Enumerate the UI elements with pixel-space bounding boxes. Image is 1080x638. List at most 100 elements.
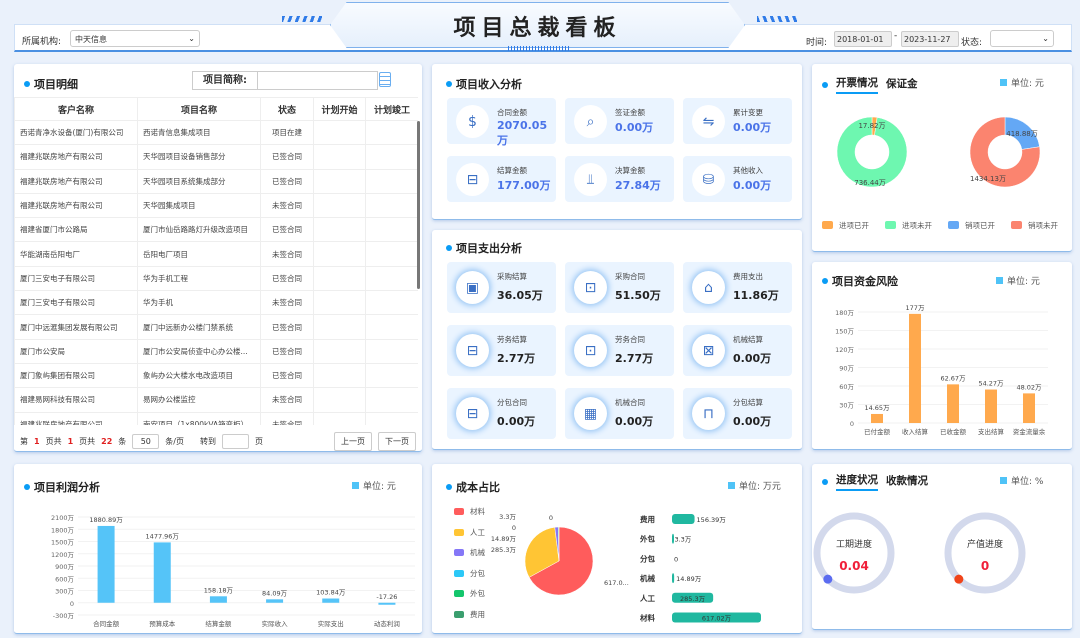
legend-item[interactable]: 机械	[454, 547, 485, 558]
status-select[interactable]: ⌄	[990, 30, 1054, 47]
stat-card[interactable]: ▣ 采购结算 36.05万	[447, 262, 556, 313]
unit-label: 单位: 万元	[728, 479, 781, 492]
table-row[interactable]: 福建兆联房地产有限公司 南安项目（1x800kVA箱变柜） 未签合同	[14, 411, 418, 425]
table-row[interactable]: 厦门象屿集团有限公司 象屿办公大楼水电改造项目 已签合同	[14, 362, 418, 389]
table-row[interactable]: 福建省厦门市公路局 厦门市仙岳路路灯升级改造项目 已签合同	[14, 217, 418, 243]
legend-swatch	[454, 549, 464, 556]
table-row[interactable]: 福建兆联房地产有限公司 天华园项目系统集成部分 已签合同	[14, 168, 418, 194]
page-size-input[interactable]: 50	[132, 434, 160, 449]
table-row[interactable]: 厦门三安电子有限公司 华为手机 未签合同	[14, 290, 418, 316]
stat-card[interactable]: ⊠ 机械结算 0.00万	[683, 325, 792, 376]
legend-swatch	[454, 528, 464, 536]
legend-label: 进项未开	[902, 220, 932, 230]
stat-card[interactable]: ⫫ 决算金额 27.84万	[565, 156, 674, 202]
y-tick-label: 2100万	[51, 514, 75, 522]
table-row[interactable]: 福建兆联房地产有限公司 天华园集成项目 未签合同	[14, 192, 418, 219]
legend-item[interactable]: 费用	[454, 609, 485, 620]
stat-card[interactable]: ⊟ 结算金额 177.00万	[447, 156, 556, 202]
legend-label: 外包	[470, 589, 485, 598]
legend-swatch	[822, 221, 833, 229]
change-icon: ⇋	[692, 105, 725, 138]
legend-swatch	[885, 221, 896, 229]
stat-card[interactable]: ⊟ 劳务结算 2.77万	[447, 325, 556, 376]
total-count: 22	[101, 437, 113, 446]
stat-label: 机械合同	[615, 398, 645, 407]
y-tick-label: 600万	[55, 575, 74, 583]
status-cell: 未签合同	[260, 241, 314, 267]
pie-data-label: 14.89万	[491, 535, 517, 543]
gauge-label: 工期进度	[836, 538, 872, 550]
goto-page-input[interactable]	[222, 434, 249, 449]
chart-icon: ⫫	[574, 163, 607, 196]
bar-费用	[672, 514, 695, 524]
stat-label: 结算金额	[497, 166, 527, 175]
y-tick-label: 0	[850, 420, 854, 428]
stat-card[interactable]: ⊡ 劳务合同 2.77万	[565, 325, 674, 376]
stat-value: 0.00万	[733, 415, 772, 428]
bar-外包	[672, 533, 674, 544]
table-scrollbar[interactable]	[417, 121, 420, 289]
stat-card[interactable]: ⊓ 分包结算 0.00万	[683, 388, 792, 439]
table-row[interactable]: 福建兆联房地产有限公司 天华园项目设备销售部分 已签合同	[14, 144, 418, 170]
tab-progress[interactable]: 进度状况	[836, 472, 878, 491]
stat-card[interactable]: ▦ 机械合同 0.00万	[565, 388, 674, 439]
panel-title-text: 项目收入分析	[456, 78, 522, 91]
stat-card[interactable]: ⊟ 分包合同 0.00万	[447, 388, 556, 439]
legend-item[interactable]: 外包	[454, 588, 485, 599]
tab-deposit[interactable]: 保证金	[886, 78, 918, 90]
data-label: -17.26	[376, 593, 397, 601]
bar-实际支出	[322, 598, 340, 603]
plan-start-cell	[313, 314, 366, 340]
plan-end-cell	[365, 144, 418, 170]
org-label: 所属机构:	[22, 37, 62, 47]
plan-end-cell	[365, 168, 418, 194]
list-icon[interactable]	[379, 72, 391, 87]
customer-cell: 厦门中远滙集团发展有限公司	[14, 314, 138, 340]
pager-text: 第	[20, 437, 28, 446]
tab-invoice[interactable]: 开票情况	[836, 75, 878, 94]
stat-value: 11.86万	[733, 289, 779, 302]
table-row[interactable]: 厦门中远滙集团发展有限公司 厦门中远新办公楼门禁系统 已签合同	[14, 314, 418, 340]
table-row[interactable]: 福建易网科技有限公司 易网办公楼监控 未签合同	[14, 387, 418, 413]
pie-slice-进项未开	[836, 116, 908, 188]
table-row[interactable]: 厦门市公安局 厦门市公安局侦查中心办公楼... 已签合同	[14, 338, 418, 364]
stat-card[interactable]: $ 合同金额 2070.05万	[447, 98, 556, 147]
data-label: 1477.96万	[146, 532, 180, 540]
unit-text: 单位: %	[1011, 477, 1044, 487]
expense-icon: ⌂	[692, 271, 725, 304]
status-cell: 未签合同	[260, 192, 314, 219]
bar-动态利润	[378, 602, 396, 605]
project-cell: 天华园项目系统集成部分	[137, 168, 261, 194]
legend-item[interactable]: 人工	[454, 527, 485, 538]
chevron-down-icon: ⌄	[188, 34, 195, 43]
date-from-input[interactable]: 2018-01-01	[834, 31, 892, 47]
search-input[interactable]	[258, 72, 377, 89]
next-page-button[interactable]: 下一页	[378, 432, 416, 451]
column-header: 状态	[260, 97, 314, 121]
bullet-icon	[822, 278, 828, 284]
data-label: 617.02万	[702, 615, 732, 623]
stat-card[interactable]: ⊡ 采购合同 51.50万	[565, 262, 674, 313]
table-row[interactable]: 西诺青净水设备(厦门)有限公司 西诺青信息集成项目 项目在建	[14, 119, 418, 146]
project-cell: 厦门市仙岳路路灯升级改造项目	[137, 217, 261, 243]
tab-collection[interactable]: 收款情况	[886, 475, 928, 487]
prev-page-button[interactable]: 上一页	[334, 432, 372, 451]
stat-card[interactable]: ⌕ 签证金额 0.00万	[565, 98, 674, 144]
x-tick-label: 实际收入	[262, 619, 289, 628]
customer-cell: 厦门三安电子有限公司	[14, 265, 138, 292]
project-cell: 岳阳电厂项目	[137, 241, 261, 267]
pie-data-label: 0	[512, 524, 516, 532]
legend-item[interactable]: 材料	[454, 506, 485, 517]
date-to-input[interactable]: 2023-11-27	[901, 31, 959, 47]
org-select[interactable]: 中天信息 ⌄	[70, 30, 200, 47]
stat-card[interactable]: ⇋ 累计变更 0.00万	[683, 98, 792, 144]
pager-text: 页共	[45, 437, 62, 446]
legend-item[interactable]: 分包	[454, 568, 485, 579]
stat-card[interactable]: ⛁ 其他收入 0.00万	[683, 156, 792, 202]
table-row[interactable]: 华能湖南岳阳电厂 岳阳电厂项目 未签合同	[14, 241, 418, 267]
data-label: 17.82万	[858, 122, 885, 130]
bullet-icon	[24, 81, 30, 87]
pager-text: 条	[118, 437, 127, 446]
table-row[interactable]: 厦门三安电子有限公司 华为手机工程 已签合同	[14, 265, 418, 292]
stat-card[interactable]: ⌂ 费用支出 11.86万	[683, 262, 792, 313]
